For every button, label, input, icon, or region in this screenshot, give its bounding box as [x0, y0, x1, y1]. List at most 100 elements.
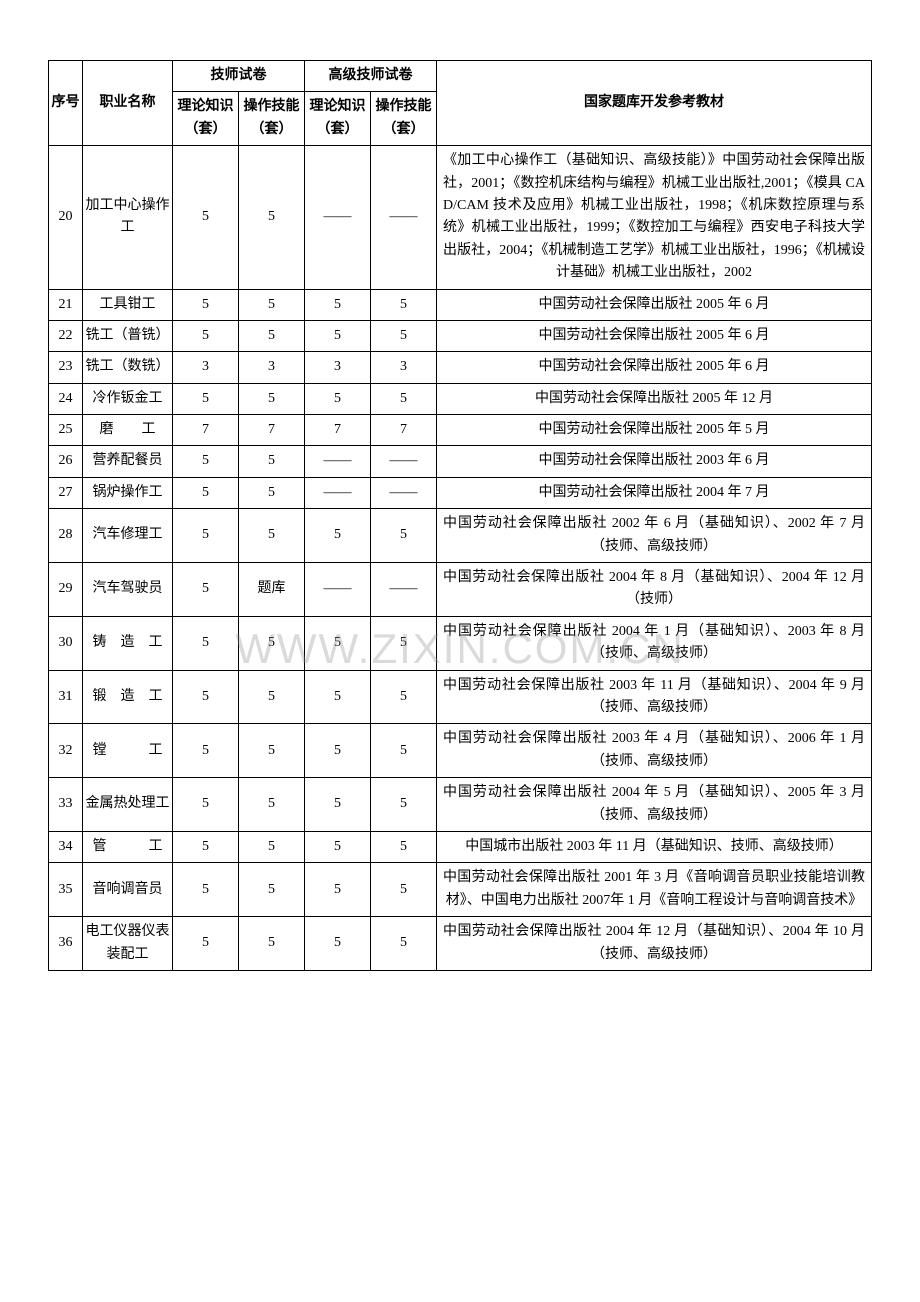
cell-s2: 5	[371, 831, 437, 862]
cell-seq: 22	[49, 320, 83, 351]
header-group-2: 高级技师试卷	[305, 61, 437, 92]
header-sub-skill-1: 操作技能（套）	[239, 92, 305, 146]
cell-name: 锅炉操作工	[83, 477, 173, 508]
cell-t1: 5	[173, 831, 239, 862]
cell-s2: 5	[371, 724, 437, 778]
table-row: 34管 工5555中国城市出版社 2003 年 11 月（基础知识、技师、高级技…	[49, 831, 872, 862]
cell-seq: 35	[49, 863, 83, 917]
cell-ref: 中国劳动社会保障出版社 2003 年 11 月（基础知识）、2004 年 9 月…	[437, 670, 872, 724]
cell-ref: 中国劳动社会保障出版社 2001 年 3 月《音响调音员职业技能培训教材》、中国…	[437, 863, 872, 917]
cell-t1: 5	[173, 724, 239, 778]
cell-ref: 中国劳动社会保障出版社 2004 年 7 月	[437, 477, 872, 508]
cell-s1: 5	[239, 831, 305, 862]
cell-ref: 中国劳动社会保障出版社 2005 年 6 月	[437, 352, 872, 383]
cell-ref: 中国劳动社会保障出版社 2004 年 1 月（基础知识）、2003 年 8 月（…	[437, 616, 872, 670]
cell-s1: 5	[239, 917, 305, 971]
cell-ref: 中国劳动社会保障出版社 2004 年 8 月（基础知识）、2004 年 12 月…	[437, 563, 872, 617]
cell-seq: 26	[49, 446, 83, 477]
cell-s2: ——	[371, 563, 437, 617]
cell-t1: 5	[173, 146, 239, 289]
cell-t2: 5	[305, 917, 371, 971]
cell-name: 工具钳工	[83, 289, 173, 320]
table-row: 24冷作钣金工5555中国劳动社会保障出版社 2005 年 12 月	[49, 383, 872, 414]
cell-t1: 5	[173, 477, 239, 508]
table-row: 21工具钳工5555中国劳动社会保障出版社 2005 年 6 月	[49, 289, 872, 320]
cell-t1: 5	[173, 320, 239, 351]
cell-name: 汽车修理工	[83, 509, 173, 563]
cell-seq: 34	[49, 831, 83, 862]
cell-t2: 5	[305, 863, 371, 917]
cell-s2: 5	[371, 509, 437, 563]
cell-s2: 5	[371, 670, 437, 724]
table-row: 23铣工（数铣）3333中国劳动社会保障出版社 2005 年 6 月	[49, 352, 872, 383]
cell-s1: 5	[239, 863, 305, 917]
cell-name: 冷作钣金工	[83, 383, 173, 414]
table-row: 27锅炉操作工55————中国劳动社会保障出版社 2004 年 7 月	[49, 477, 872, 508]
cell-seq: 27	[49, 477, 83, 508]
cell-t2: 5	[305, 831, 371, 862]
cell-seq: 24	[49, 383, 83, 414]
cell-s2: 5	[371, 616, 437, 670]
cell-ref: 中国劳动社会保障出版社 2005 年 5 月	[437, 415, 872, 446]
cell-t1: 5	[173, 778, 239, 832]
header-group-1: 技师试卷	[173, 61, 305, 92]
table-row: 30铸 造 工5555中国劳动社会保障出版社 2004 年 1 月（基础知识）、…	[49, 616, 872, 670]
cell-t1: 7	[173, 415, 239, 446]
table-header: 序号 职业名称 技师试卷 高级技师试卷 国家题库开发参考教材 理论知识（套） 操…	[49, 61, 872, 146]
table-row: 22铣工（普铣）5555中国劳动社会保障出版社 2005 年 6 月	[49, 320, 872, 351]
cell-s1: 5	[239, 146, 305, 289]
cell-t1: 5	[173, 509, 239, 563]
cell-name: 管 工	[83, 831, 173, 862]
cell-t2: ——	[305, 563, 371, 617]
cell-t2: 5	[305, 320, 371, 351]
cell-name: 铣工（数铣）	[83, 352, 173, 383]
cell-t1: 5	[173, 446, 239, 477]
cell-t2: 5	[305, 289, 371, 320]
cell-name: 营养配餐员	[83, 446, 173, 477]
table-row: 33金属热处理工5555中国劳动社会保障出版社 2004 年 5 月（基础知识）…	[49, 778, 872, 832]
cell-seq: 33	[49, 778, 83, 832]
cell-s2: 5	[371, 863, 437, 917]
cell-ref: 中国劳动社会保障出版社 2005 年 6 月	[437, 320, 872, 351]
cell-s1: 5	[239, 383, 305, 414]
cell-s1: 5	[239, 509, 305, 563]
cell-s1: 题库	[239, 563, 305, 617]
header-sub-theory-2: 理论知识（套）	[305, 92, 371, 146]
cell-t2: 7	[305, 415, 371, 446]
cell-t2: 5	[305, 724, 371, 778]
cell-s2: 5	[371, 778, 437, 832]
table-row: 32镗 工5555中国劳动社会保障出版社 2003 年 4 月（基础知识）、20…	[49, 724, 872, 778]
table-row: 36电工仪器仪表装配工5555中国劳动社会保障出版社 2004 年 12 月（基…	[49, 917, 872, 971]
cell-s1: 5	[239, 289, 305, 320]
cell-s2: 3	[371, 352, 437, 383]
cell-s1: 5	[239, 724, 305, 778]
cell-s2: 5	[371, 383, 437, 414]
cell-ref: 中国劳动社会保障出版社 2003 年 4 月（基础知识）、2006 年 1 月（…	[437, 724, 872, 778]
cell-name: 电工仪器仪表装配工	[83, 917, 173, 971]
cell-seq: 28	[49, 509, 83, 563]
cell-t2: 5	[305, 383, 371, 414]
cell-s1: 5	[239, 477, 305, 508]
cell-name: 镗 工	[83, 724, 173, 778]
header-name: 职业名称	[83, 61, 173, 146]
cell-name: 铣工（普铣）	[83, 320, 173, 351]
cell-ref: 中国劳动社会保障出版社 2003 年 6 月	[437, 446, 872, 477]
table-row: 20加工中心操作工55————《加工中心操作工（基础知识、高级技能）》中国劳动社…	[49, 146, 872, 289]
cell-seq: 20	[49, 146, 83, 289]
cell-s1: 5	[239, 670, 305, 724]
cell-s1: 7	[239, 415, 305, 446]
cell-s2: 5	[371, 917, 437, 971]
cell-t1: 3	[173, 352, 239, 383]
cell-t2: ——	[305, 146, 371, 289]
cell-ref: 中国劳动社会保障出版社 2004 年 5 月（基础知识）、2005 年 3 月（…	[437, 778, 872, 832]
cell-t2: 5	[305, 616, 371, 670]
cell-ref: 中国城市出版社 2003 年 11 月（基础知识、技师、高级技师）	[437, 831, 872, 862]
header-sub-skill-2: 操作技能（套）	[371, 92, 437, 146]
cell-s1: 5	[239, 320, 305, 351]
cell-seq: 29	[49, 563, 83, 617]
cell-t1: 5	[173, 670, 239, 724]
exam-materials-table: 序号 职业名称 技师试卷 高级技师试卷 国家题库开发参考教材 理论知识（套） 操…	[48, 60, 872, 971]
cell-t2: 5	[305, 670, 371, 724]
header-ref: 国家题库开发参考教材	[437, 61, 872, 146]
cell-name: 铸 造 工	[83, 616, 173, 670]
